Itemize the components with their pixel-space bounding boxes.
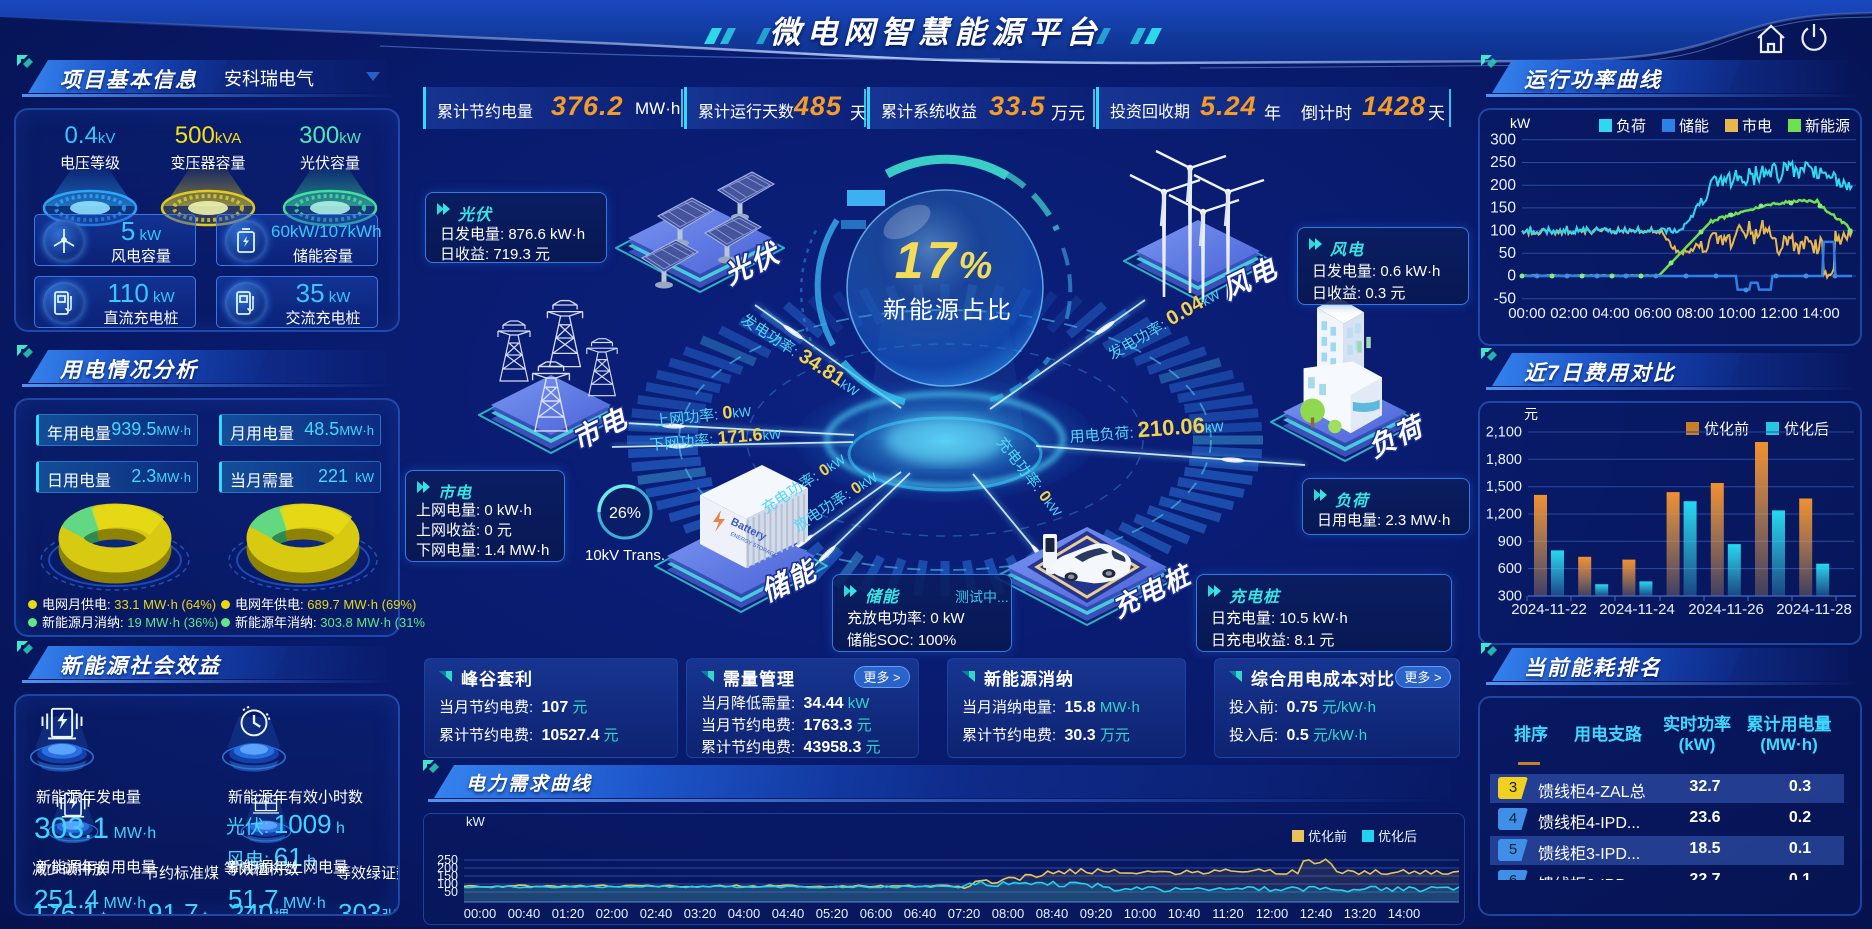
svg-text:02:00: 02:00 bbox=[596, 906, 629, 921]
svg-text:03:20: 03:20 bbox=[684, 906, 717, 921]
svg-text:100: 100 bbox=[1490, 222, 1516, 239]
svg-text:13:20: 13:20 bbox=[1344, 906, 1377, 921]
svg-text:00:00: 00:00 bbox=[464, 906, 497, 921]
svg-text:优化后: 优化后 bbox=[1784, 421, 1829, 438]
svg-text:300: 300 bbox=[1498, 589, 1522, 605]
svg-text:10:00: 10:00 bbox=[1718, 305, 1756, 322]
svg-text:负荷: 负荷 bbox=[1616, 118, 1646, 135]
svg-text:200: 200 bbox=[1490, 177, 1516, 194]
svg-text:100: 100 bbox=[437, 877, 458, 891]
svg-text:10kV Trans.: 10kV Trans. bbox=[585, 547, 665, 564]
svg-text:08:00: 08:00 bbox=[992, 906, 1025, 921]
svg-text:1,500: 1,500 bbox=[1486, 479, 1522, 495]
svg-text:02:40: 02:40 bbox=[640, 906, 673, 921]
svg-text:-50: -50 bbox=[1494, 290, 1517, 307]
svg-text:2024-11-22: 2024-11-22 bbox=[1511, 601, 1587, 618]
svg-text:50: 50 bbox=[444, 885, 458, 899]
svg-text:08:40: 08:40 bbox=[1036, 906, 1069, 921]
svg-text:10:00: 10:00 bbox=[1124, 906, 1157, 921]
svg-text:50: 50 bbox=[1499, 245, 1517, 262]
svg-text:250: 250 bbox=[1490, 154, 1516, 171]
svg-text:04:00: 04:00 bbox=[1592, 305, 1630, 322]
svg-text:kW: kW bbox=[466, 814, 486, 829]
svg-text:优化前: 优化前 bbox=[1704, 421, 1749, 438]
svg-text:12:00: 12:00 bbox=[1256, 906, 1289, 921]
svg-text:10:40: 10:40 bbox=[1168, 906, 1201, 921]
svg-text:0: 0 bbox=[1507, 268, 1516, 285]
svg-text:市电: 市电 bbox=[1742, 118, 1772, 135]
svg-text:04:00: 04:00 bbox=[728, 906, 761, 921]
svg-text:12:00: 12:00 bbox=[1760, 305, 1798, 322]
svg-text:150: 150 bbox=[1490, 200, 1516, 217]
svg-text:02:00: 02:00 bbox=[1550, 305, 1588, 322]
svg-text:300: 300 bbox=[1490, 132, 1516, 149]
svg-text:150: 150 bbox=[437, 869, 458, 883]
svg-text:900: 900 bbox=[1498, 534, 1522, 550]
svg-text:06:00: 06:00 bbox=[860, 906, 893, 921]
svg-text:08:00: 08:00 bbox=[1676, 305, 1714, 322]
svg-text:2024-11-24: 2024-11-24 bbox=[1599, 601, 1675, 618]
svg-text:12:40: 12:40 bbox=[1300, 906, 1333, 921]
svg-text:00:00: 00:00 bbox=[1508, 305, 1546, 322]
svg-text:2024-11-26: 2024-11-26 bbox=[1688, 601, 1764, 618]
svg-text:06:00: 06:00 bbox=[1634, 305, 1672, 322]
svg-text:11:20: 11:20 bbox=[1212, 906, 1244, 921]
svg-text:250: 250 bbox=[437, 853, 458, 867]
svg-text:优化前: 优化前 bbox=[1308, 829, 1347, 844]
svg-text:600: 600 bbox=[1498, 561, 1522, 577]
svg-text:07:20: 07:20 bbox=[948, 906, 981, 921]
svg-text:04:40: 04:40 bbox=[772, 906, 805, 921]
svg-text:储能: 储能 bbox=[1679, 118, 1709, 135]
svg-text:200: 200 bbox=[437, 861, 458, 875]
svg-text:新能源: 新能源 bbox=[1805, 118, 1850, 135]
svg-text:2,100: 2,100 bbox=[1486, 425, 1522, 441]
svg-text:14:00: 14:00 bbox=[1388, 906, 1421, 921]
svg-text:00:40: 00:40 bbox=[508, 906, 541, 921]
svg-text:06:40: 06:40 bbox=[904, 906, 937, 921]
svg-text:1,800: 1,800 bbox=[1486, 452, 1522, 468]
svg-text:优化后: 优化后 bbox=[1378, 829, 1417, 844]
svg-text:09:20: 09:20 bbox=[1080, 906, 1113, 921]
svg-text:1,200: 1,200 bbox=[1486, 507, 1522, 523]
svg-text:01:20: 01:20 bbox=[552, 906, 585, 921]
svg-text:14:00: 14:00 bbox=[1802, 305, 1840, 322]
svg-text:kW: kW bbox=[1510, 115, 1531, 131]
svg-text:05:20: 05:20 bbox=[816, 906, 849, 921]
svg-text:微电网智慧能源平台: 微电网智慧能源平台 bbox=[770, 15, 1103, 50]
svg-text:26%: 26% bbox=[609, 505, 641, 522]
svg-text:元: 元 bbox=[1524, 406, 1538, 422]
svg-text:新能源占比: 新能源占比 bbox=[883, 297, 1013, 324]
svg-text:2024-11-28: 2024-11-28 bbox=[1776, 601, 1852, 618]
